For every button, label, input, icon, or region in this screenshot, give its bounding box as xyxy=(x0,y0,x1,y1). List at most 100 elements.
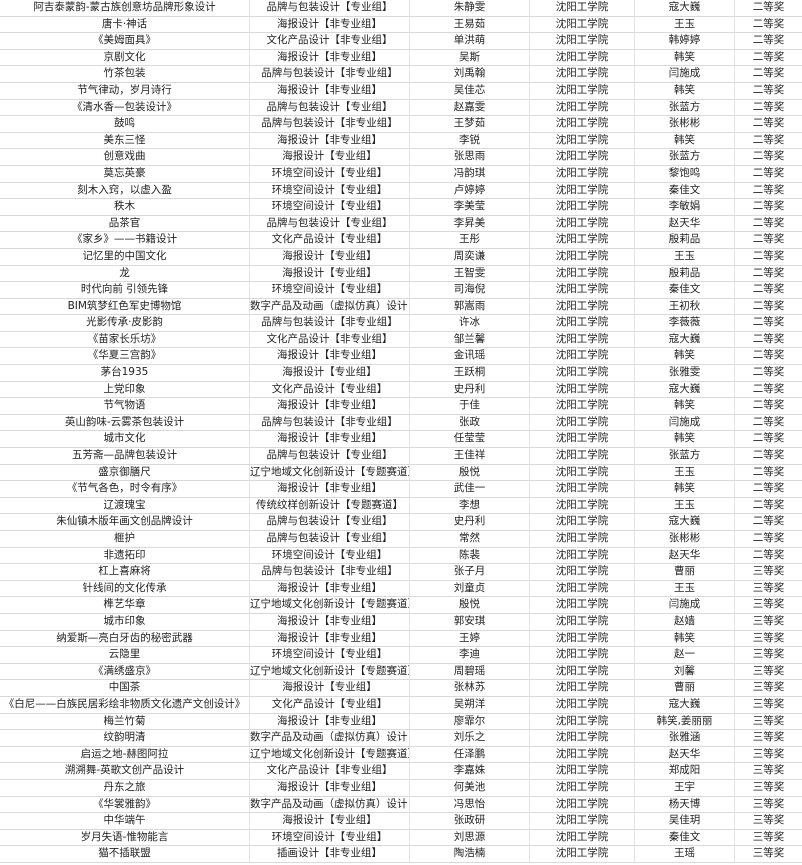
table-cell: 史丹利 xyxy=(410,381,530,398)
table-cell: 韩笑 xyxy=(635,630,735,647)
table-cell: 沈阳工学院 xyxy=(530,282,635,298)
table-cell: 沈阳工学院 xyxy=(530,132,635,149)
table-cell: 《白尼——白族民居彩绘非物质文化遗产文创设计》 xyxy=(0,696,250,713)
table-cell: 韩笑 xyxy=(635,82,735,99)
table-cell: 王玉 xyxy=(635,464,735,481)
table-cell: 韩笑 xyxy=(635,49,735,66)
table-cell: 曹丽 xyxy=(635,680,735,696)
table-cell: 任莹莹 xyxy=(410,431,530,448)
table-row: 五芳斋—品牌包装设计 品牌与包装设计【专业组】 王佳祥 沈阳工学院 张蓝方 二等奖 xyxy=(0,448,802,465)
table-row: 《家乡》——书籍设计 文化产品设计【专业组】 王彤 沈阳工学院 殷莉品 二等奖 xyxy=(0,232,802,249)
table-cell: 寇大巍 xyxy=(635,381,735,398)
table-cell: 许冰 xyxy=(410,315,530,331)
table-cell: 品牌与包装设计【非专业组】 xyxy=(250,564,410,580)
table-cell: 沈阳工学院 xyxy=(530,730,635,746)
table-cell: 海报设计【非专业组】 xyxy=(250,613,410,630)
table-cell: 二等奖 xyxy=(752,133,785,146)
table-row: 唐卡·神话 海报设计【非专业组】 王易茹 沈阳工学院 王玉 二等奖 xyxy=(0,16,802,34)
table-cell: 曹丽 xyxy=(635,564,735,580)
table-cell: 文化产品设计【专业组】 xyxy=(250,232,410,248)
table-cell: 节气物语 xyxy=(0,398,250,414)
table-cell: 单洪萌 xyxy=(410,33,530,49)
table-cell: 二等奖 xyxy=(752,349,785,362)
table-cell: 闫施成 xyxy=(635,597,735,613)
table-cell: 《家乡》——书籍设计 xyxy=(0,232,250,248)
table-cell: 创意戏曲 xyxy=(0,149,250,165)
table-cell: 张思雨 xyxy=(410,149,530,165)
table-cell: 沈阳工学院 xyxy=(530,481,635,497)
table-cell: 殷悦 xyxy=(410,464,530,481)
table-row: 纳爱斯—亮白牙齿的秘密武器 海报设计【非专业组】 王婷 沈阳工学院 韩笑 三等奖 xyxy=(0,630,802,648)
table-cell: 杠上喜麻将 xyxy=(0,564,250,580)
table-row: 京剧文化 海报设计【非专业组】 吴斯 沈阳工学院 韩笑 二等奖 xyxy=(0,49,802,67)
table-cell: 沈阳工学院 xyxy=(530,16,635,33)
table-cell: 数字产品及动画（虚拟仿真）设计【非 xyxy=(250,796,410,813)
table-cell: 朱仙镇木版年画文创品牌设计 xyxy=(0,514,250,530)
table-cell: 刘乐之 xyxy=(410,730,530,746)
table-row: 上党印象 文化产品设计【专业组】 史丹利 沈阳工学院 寇大巍 二等奖 xyxy=(0,381,802,399)
table-cell: 上党印象 xyxy=(0,381,250,398)
table-cell: 李迪 xyxy=(410,647,530,663)
table-row: 英山韵味-云雾茶包装设计 品牌与包装设计【非专业组】 张政 沈阳工学院 闫施成 二等奖 xyxy=(0,414,802,432)
table-cell: 莫忘英豪 xyxy=(0,165,250,182)
table-row: 中华端午 海报设计【专业组】 张政研 沈阳工学院 吴佳玥 三等奖 xyxy=(0,813,802,830)
table-cell: 海报设计【专业组】 xyxy=(250,813,410,829)
table-cell: 插画设计【非专业组】 xyxy=(250,846,410,862)
table-cell: 何美池 xyxy=(410,779,530,796)
table-cell: 城市文化 xyxy=(0,431,250,448)
table-cell: 《美姆面具》 xyxy=(0,33,250,49)
table-cell: 三等奖 xyxy=(752,664,785,677)
table-cell: 沈阳工学院 xyxy=(530,199,635,215)
table-cell: 沈阳工学院 xyxy=(530,182,635,199)
table-row: BIM筑梦红色军史博物馆数字产品及动画（虚拟仿真）设计【非郭嵩雨沈阳工学院王初秋… xyxy=(0,298,802,316)
table-cell: 二等奖 xyxy=(752,216,785,229)
table-cell: 沈阳工学院 xyxy=(530,265,635,282)
table-cell: 沈阳工学院 xyxy=(530,630,635,647)
table-cell: 寇大巍 xyxy=(635,331,735,348)
table-cell: 朱静雯 xyxy=(410,0,530,16)
table-cell: 梅兰竹菊 xyxy=(0,713,250,730)
table-cell: 赵一 xyxy=(635,647,735,663)
table-cell: 秩木 xyxy=(0,199,250,215)
table-cell: 海报设计【专业组】 xyxy=(250,265,410,282)
table-cell: 二等奖 xyxy=(752,249,785,262)
table-cell: 沈阳工学院 xyxy=(530,99,635,116)
table-cell: 沈阳工学院 xyxy=(530,348,635,365)
table-row: 《白尼——白族民居彩绘非物质文化遗产文创设计》 文化产品设计【专业组】 吴朔洋 沈阳工… xyxy=(0,696,802,714)
table-cell: 吴朔洋 xyxy=(410,696,530,713)
table-cell: 品牌与包装设计【专业组】 xyxy=(250,99,410,116)
table-cell: 沈阳工学院 xyxy=(530,0,635,16)
table-cell: 环境空间设计【专业组】 xyxy=(250,547,410,564)
table-row: 岁月失语-惟物能言 环境空间设计【专业组】 刘思源 沈阳工学院 秦佳文 三等奖 xyxy=(0,829,802,847)
table-cell: 殷悦 xyxy=(410,597,530,613)
table-row: 秩木 环境空间设计【专业组】 李美莹 沈阳工学院 李敏娟 二等奖 xyxy=(0,199,802,216)
table-cell: 郭安琪 xyxy=(410,613,530,630)
table-row: 溯溯舞-英歌文创产品设计 文化产品设计【非专业组】 李嘉姝 沈阳工学院 郑成阳 三等奖 xyxy=(0,763,802,780)
table-cell: 杨天博 xyxy=(635,796,735,813)
table-cell: 沈阳工学院 xyxy=(530,298,635,315)
table-cell: 李想 xyxy=(410,497,530,514)
table-cell: 二等奖 xyxy=(752,166,785,179)
table-cell: 二等奖 xyxy=(752,399,785,412)
table-cell: 溯溯舞-英歌文创产品设计 xyxy=(0,763,250,779)
table-cell: 张雅涵 xyxy=(635,730,735,746)
table-cell: 《节气各色，时令有序》 xyxy=(0,481,250,497)
table-cell: 榧护 xyxy=(0,531,250,547)
table-cell: 沈阳工学院 xyxy=(530,746,635,763)
table-cell: 王跃桐 xyxy=(410,365,530,381)
table-cell: 赵天华 xyxy=(635,746,735,763)
table-row: 非遗拓印 环境空间设计【专业组】 陈裴 沈阳工学院 赵天华 二等奖 xyxy=(0,547,802,565)
table-cell: 二等奖 xyxy=(752,415,785,428)
table-cell: 中华端午 xyxy=(0,813,250,829)
table-cell: 刘禹翰 xyxy=(410,66,530,82)
table-cell: 寇大巍 xyxy=(635,0,735,16)
table-row: 梅兰竹菊 海报设计【非专业组】 廖霏尔 沈阳工学院 韩笑,姜丽丽 三等奖 xyxy=(0,713,802,731)
table-cell: 辽宁地域文化创新设计【专题赛道】 xyxy=(250,746,410,763)
table-cell: 二等奖 xyxy=(752,482,785,495)
table-cell: 三等奖 xyxy=(752,814,785,827)
table-cell: 沈阳工学院 xyxy=(530,796,635,813)
table-cell: 韩笑 xyxy=(635,481,735,497)
table-cell: 二等奖 xyxy=(752,150,785,163)
table-cell: 二等奖 xyxy=(752,233,785,246)
table-cell: 二等奖 xyxy=(752,34,785,47)
